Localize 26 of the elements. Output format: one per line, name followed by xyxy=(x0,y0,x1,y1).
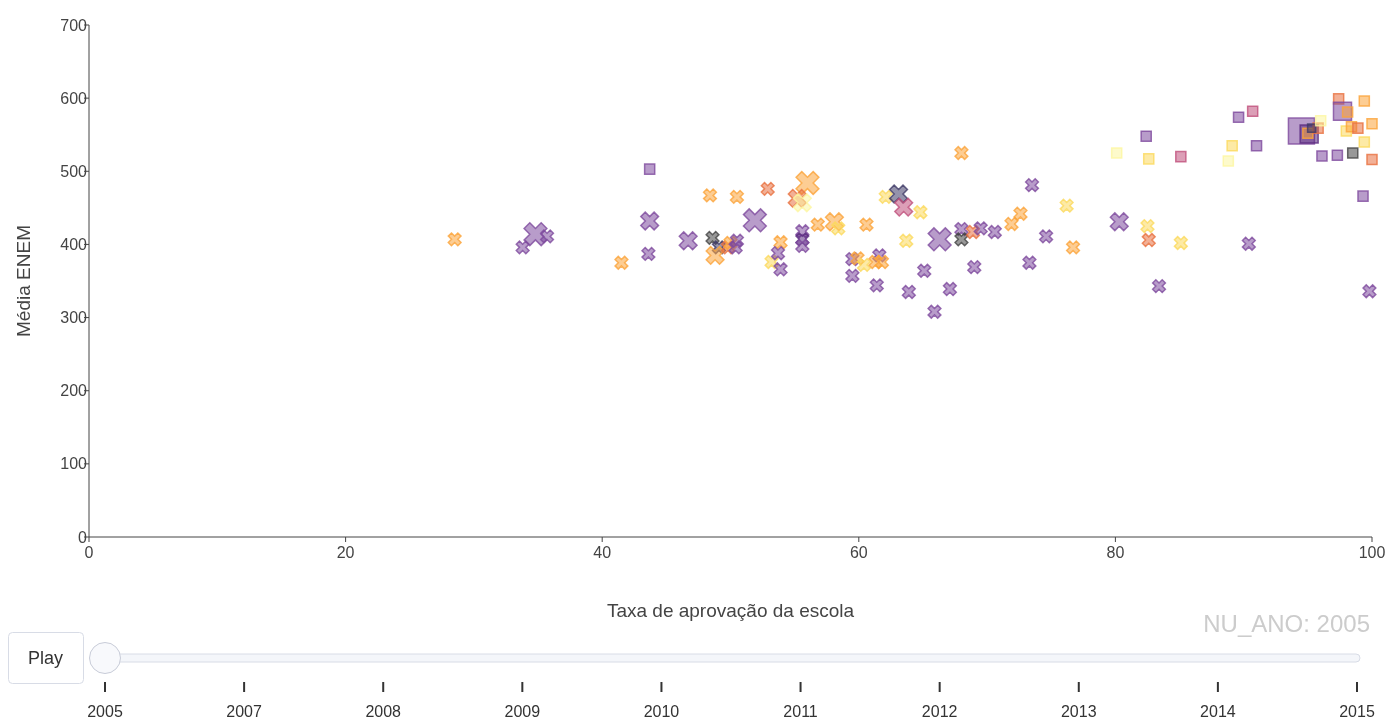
y-tick-label: 100 xyxy=(60,455,88,473)
x-axis-title: Taxa de aprovação da escola xyxy=(606,600,855,621)
y-axis-title: Média ENEM xyxy=(13,225,34,337)
y-tick-label: 600 xyxy=(60,89,88,107)
text: 2015 xyxy=(1339,703,1375,719)
text: 2010 xyxy=(643,703,680,719)
y-tick-label: 200 xyxy=(60,382,88,400)
text: 2009 xyxy=(504,703,541,719)
x-tick-label: 60 xyxy=(849,544,868,561)
x-tick-label: 40 xyxy=(593,544,612,561)
text: 2014 xyxy=(1200,703,1236,719)
y-tick-label: 400 xyxy=(60,236,88,254)
x-tick-label: 100 xyxy=(1358,544,1386,561)
x-tick-label: 20 xyxy=(336,544,355,561)
y-tick-label: 300 xyxy=(60,309,88,327)
text: 2008 xyxy=(365,703,402,719)
text: 2013 xyxy=(1060,703,1097,719)
text: 2007 xyxy=(226,703,263,719)
y-tick-label: 500 xyxy=(60,162,88,180)
x-tick-label: 80 xyxy=(1106,544,1125,561)
y-tick-label: 0 xyxy=(78,528,88,546)
text: 2005 xyxy=(87,703,123,719)
text: 2011 xyxy=(783,703,818,719)
play-button: Play xyxy=(8,632,84,684)
y-tick-label: 700 xyxy=(60,16,88,34)
text: 2012 xyxy=(921,703,958,719)
